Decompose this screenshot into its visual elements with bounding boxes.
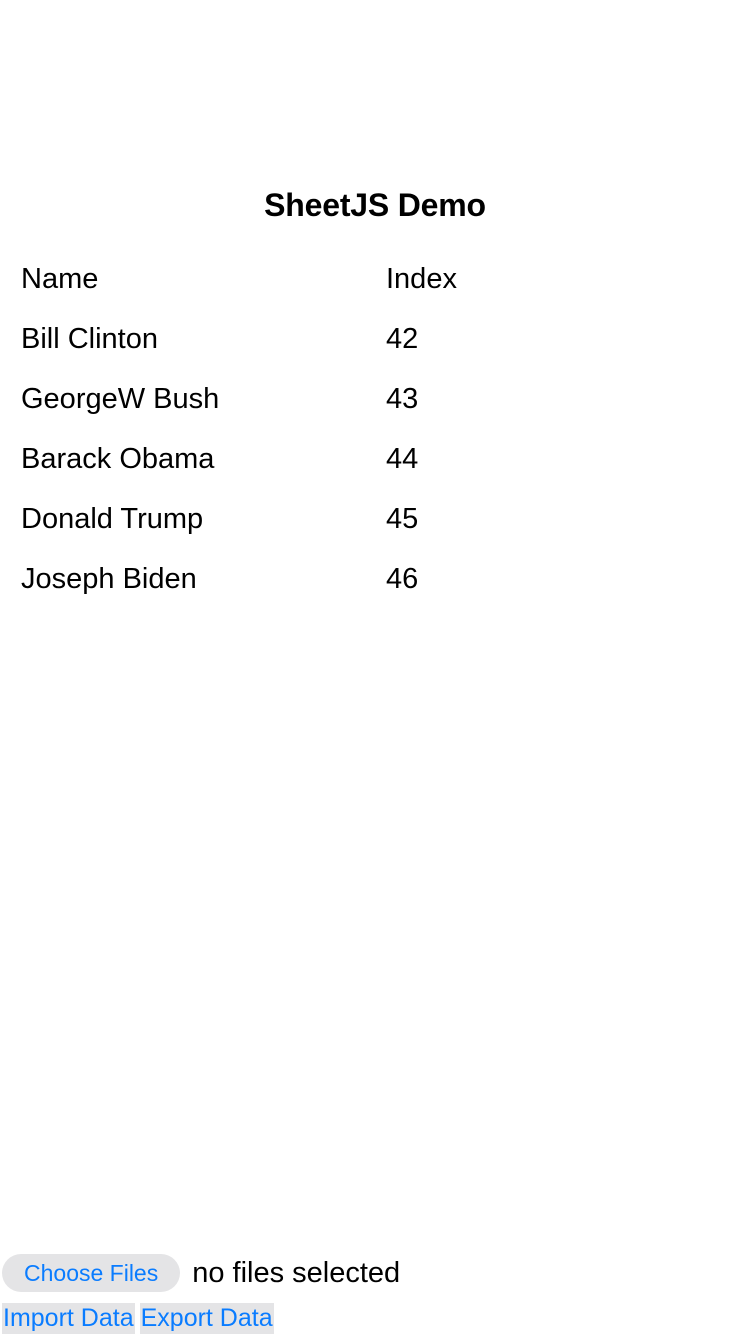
- cell-name: Joseph Biden: [21, 563, 197, 595]
- export-data-button[interactable]: Export Data: [139, 1303, 274, 1334]
- cell-index: 44: [386, 443, 419, 475]
- cell-name: Bill Clinton: [21, 323, 158, 355]
- cell-index: 45: [386, 503, 419, 535]
- import-data-button[interactable]: Import Data: [2, 1303, 135, 1334]
- table-row: Donald Trump 45: [21, 489, 721, 549]
- table-header-row: Name Index: [21, 249, 721, 309]
- cell-name: Barack Obama: [21, 443, 215, 475]
- presidents-table: Name Index Bill Clinton 42 GeorgeW Bush 43 B…: [21, 249, 721, 609]
- cell-name: Donald Trump: [21, 503, 204, 535]
- column-header-index: Index: [386, 263, 457, 295]
- table-row: GeorgeW Bush 43: [21, 369, 721, 429]
- cell-index: 46: [386, 563, 419, 595]
- file-selection-status: no files selected: [192, 1257, 401, 1289]
- table-row: Bill Clinton 42: [21, 309, 721, 369]
- cell-index: 43: [386, 383, 419, 415]
- page-title: SheetJS Demo: [264, 187, 486, 224]
- action-buttons-row: Import Data Export Data: [2, 1303, 274, 1334]
- table-body: Bill Clinton 42 GeorgeW Bush 43 Barack Obama…: [21, 309, 721, 609]
- cell-name: GeorgeW Bush: [21, 383, 220, 415]
- table-header: Name Index: [21, 249, 721, 309]
- file-input-row: Choose Files no files selected: [2, 1254, 400, 1292]
- table-row: Barack Obama 44: [21, 429, 721, 489]
- table-row: Joseph Biden 46: [21, 549, 721, 609]
- choose-files-button[interactable]: Choose Files: [2, 1254, 181, 1292]
- cell-index: 42: [386, 323, 419, 355]
- column-header-name: Name: [21, 263, 99, 295]
